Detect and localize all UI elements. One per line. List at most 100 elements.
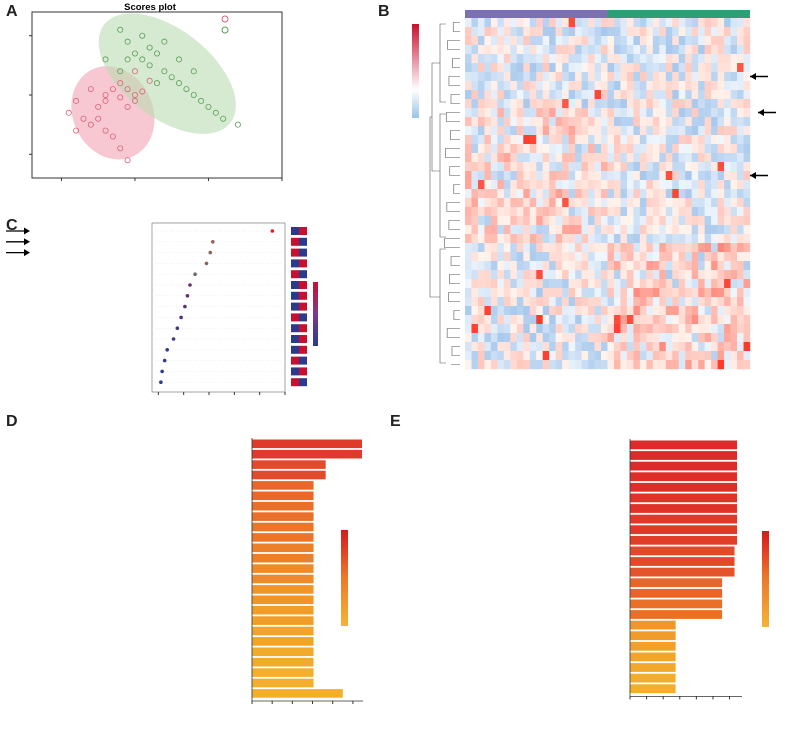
heatmap-cell	[659, 189, 666, 199]
heatmap-cell	[536, 180, 543, 190]
ctl-sample-point	[109, 133, 116, 140]
heatmap-cell	[471, 135, 479, 145]
heatmap-cell	[516, 288, 524, 298]
ctl-level-cell	[291, 248, 299, 257]
heatmap-cell	[562, 144, 569, 154]
heatmap-cell	[672, 297, 679, 307]
heatmap-cell	[743, 297, 751, 307]
heatmap-cell	[737, 234, 744, 244]
heatmap-cell	[465, 99, 472, 109]
heatmap-cell	[717, 126, 725, 136]
heatmap-cell	[465, 207, 472, 217]
heatmap-cell	[730, 63, 738, 73]
heatmap-cell	[646, 18, 654, 28]
heatmap-cell	[711, 45, 718, 55]
heatmap-cell	[685, 153, 692, 163]
heatmap-cell	[477, 351, 485, 361]
heatmap-cell	[542, 171, 550, 181]
heatmap-cell	[665, 27, 673, 37]
heatmap-cell	[523, 126, 530, 136]
heatmap-cell	[490, 360, 498, 370]
heatmap-cell	[581, 360, 589, 370]
heatmap-cell	[607, 315, 615, 325]
ctl-sample-point	[73, 97, 80, 104]
heatmap-cell	[613, 90, 621, 100]
heatmap-cell	[562, 108, 569, 118]
heatmap-cell	[503, 270, 511, 280]
heatmap-cell	[490, 261, 498, 271]
ctl-sample-point	[102, 97, 109, 104]
heatmap-cell	[484, 252, 492, 262]
heatmap-cell	[724, 216, 731, 226]
heatmap-cell	[724, 45, 731, 55]
heatmap-cell	[685, 207, 692, 217]
heatmap-cell	[484, 360, 492, 370]
heatmap-cell	[685, 324, 692, 334]
heatmap-cell	[477, 153, 485, 163]
heatmap-cell	[529, 153, 537, 163]
heatmap-cell	[730, 342, 738, 352]
heatmap-cell	[659, 153, 666, 163]
heatmap-cell	[737, 279, 744, 289]
heatmap-cell	[471, 99, 479, 109]
heatmap-cell	[678, 288, 686, 298]
heatmap-cell	[646, 360, 654, 370]
heatmap-cell	[613, 153, 621, 163]
heatmap-cell	[659, 198, 666, 208]
heatmap-cell	[672, 225, 679, 235]
heatmap-cell	[639, 153, 647, 163]
heatmap-cell	[503, 234, 511, 244]
heatmap-cell	[639, 45, 647, 55]
heatmap-cell	[529, 180, 537, 190]
ctl-sample-point	[131, 97, 138, 104]
heatmap-cell	[529, 342, 537, 352]
heatmap-cell	[691, 180, 699, 190]
heatmap-cell	[588, 216, 595, 226]
noa-level-cell	[299, 281, 307, 289]
heatmap-cell	[536, 324, 543, 334]
heatmap-cell	[730, 351, 738, 361]
enrichment-bar	[630, 567, 735, 577]
heatmap-cell	[471, 360, 479, 370]
enrichment-bar	[252, 512, 314, 521]
heatmap-cell	[659, 288, 666, 298]
heatmap-cell	[724, 99, 731, 109]
heatmap-cell	[639, 18, 647, 28]
heatmap-cell	[555, 171, 563, 181]
heatmap-cell	[601, 144, 608, 154]
heatmap-cell	[626, 162, 634, 172]
heatmap-cell	[665, 252, 673, 262]
heatmap-cell	[613, 18, 621, 28]
heatmap-cell	[477, 108, 485, 118]
heatmap-cell	[536, 54, 543, 64]
heatmap-cell	[536, 36, 543, 46]
heatmap-cell	[730, 27, 738, 37]
heatmap-cell	[646, 297, 654, 307]
heatmap-cell	[607, 36, 615, 46]
heatmap-cell	[620, 153, 628, 163]
enrichment-bar	[252, 501, 314, 511]
heatmap-cell	[724, 342, 731, 352]
heatmap-cell	[737, 81, 744, 91]
heatmap-cell	[549, 99, 556, 109]
heatmap-cell	[743, 72, 751, 82]
heatmap-cell	[536, 198, 543, 208]
heatmap-cell	[510, 270, 518, 280]
heatmap-cell	[529, 297, 537, 307]
heatmap-cell	[575, 45, 582, 55]
heatmap-cell	[562, 270, 569, 280]
heatmap-cell	[549, 18, 556, 28]
heatmap-cell	[542, 333, 550, 343]
heatmap-cell	[717, 99, 725, 109]
noa-level-cell	[299, 345, 307, 354]
heatmap-cell	[523, 180, 530, 190]
heatmap-cell	[717, 207, 725, 217]
heatmap-cell	[665, 207, 673, 217]
noa-sample-point	[161, 38, 168, 45]
heatmap-cell	[711, 63, 718, 73]
heatmap-cell	[490, 99, 498, 109]
heatmap-cell	[613, 351, 621, 361]
heatmap-cell	[484, 261, 492, 271]
heatmap-cell	[737, 306, 744, 316]
heatmap-cell	[581, 324, 589, 334]
